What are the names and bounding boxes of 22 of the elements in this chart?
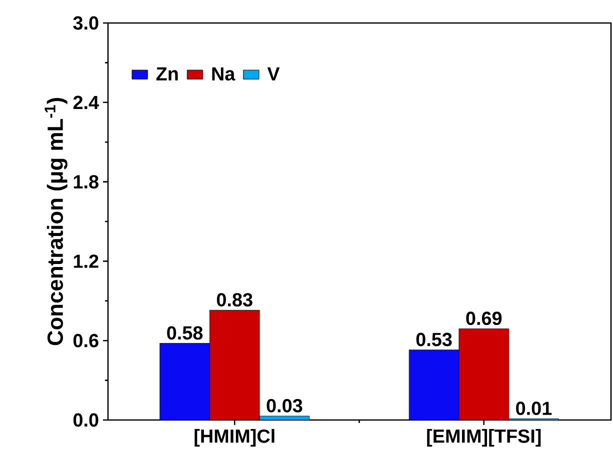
data-label: 0.69 xyxy=(466,312,502,326)
y-tick-label: 0.0 xyxy=(73,413,98,427)
bar xyxy=(160,343,210,420)
y-axis-title: Concentration (μg mL$^{-1}$) xyxy=(44,98,68,346)
legend-label: V xyxy=(267,67,280,80)
data-label: 0.01 xyxy=(516,402,552,416)
legend-label: Zn xyxy=(156,67,178,80)
data-label: 0.03 xyxy=(266,398,302,412)
legend-label: Na xyxy=(212,67,236,81)
y-tick-label: 3.0 xyxy=(73,16,98,30)
y-tick-label: 0.6 xyxy=(73,334,98,348)
y-tick-label: 1.2 xyxy=(74,254,98,268)
bar xyxy=(408,350,460,420)
data-label: 0.58 xyxy=(167,326,203,340)
y-tick-label: 2.4 xyxy=(73,96,99,110)
y-tick-label: 1.8 xyxy=(74,175,98,188)
x-tick-label: [HMIM]Cl xyxy=(194,428,274,447)
bar xyxy=(210,310,260,420)
bar xyxy=(458,328,510,420)
x-tick-label: [EMIM][TFSI] xyxy=(427,428,541,447)
data-label: 0.83 xyxy=(216,293,252,307)
data-label: 0.53 xyxy=(416,332,452,346)
